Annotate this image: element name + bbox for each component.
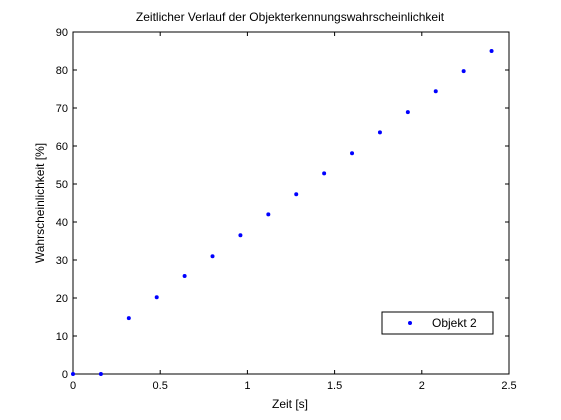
y-tick-label: 0	[62, 369, 68, 381]
y-tick-label: 40	[56, 217, 68, 229]
data-point	[182, 273, 187, 278]
x-tick-label: 1	[244, 380, 250, 392]
data-point	[126, 316, 131, 321]
data-point	[377, 130, 382, 135]
data-point	[71, 372, 75, 376]
y-tick-label: 50	[56, 179, 68, 191]
legend-label: Objekt 2	[432, 316, 477, 330]
chart-title: Zeitlicher Verlauf der Objekterkennungsw…	[136, 10, 445, 24]
x-tick-label: 1.5	[327, 380, 342, 392]
y-tick-label: 20	[56, 293, 68, 305]
x-axis: 0 0.5 1 1.5 2 2.5	[70, 32, 517, 392]
data-point	[461, 69, 466, 74]
data-point	[322, 171, 327, 176]
y-tick-label: 60	[56, 141, 68, 153]
data-point	[405, 110, 410, 115]
y-tick-label: 80	[56, 65, 68, 77]
data-point	[210, 254, 215, 259]
data-points	[71, 49, 494, 376]
y-tick-label: 90	[56, 27, 68, 39]
data-point	[294, 192, 299, 197]
data-point	[350, 151, 355, 156]
data-point	[489, 49, 494, 53]
y-axis-label: Wahrscheinlichkeit [%]	[33, 143, 47, 263]
data-point	[266, 212, 271, 217]
x-axis-label: Zeit [s]	[272, 397, 308, 411]
y-tick-label: 70	[56, 103, 68, 115]
data-point	[238, 233, 243, 238]
x-tick-label: 0	[70, 380, 76, 392]
x-tick-label: 2	[419, 380, 425, 392]
x-tick-label: 2.5	[501, 380, 516, 392]
y-tick-label: 30	[56, 255, 68, 267]
data-point	[98, 372, 103, 376]
y-tick-label: 10	[56, 331, 68, 343]
x-tick-label: 0.5	[153, 380, 168, 392]
data-point	[433, 89, 438, 94]
legend: Objekt 2	[381, 311, 494, 335]
legend-box	[381, 311, 494, 335]
legend-marker	[408, 321, 412, 325]
data-point	[154, 295, 159, 300]
